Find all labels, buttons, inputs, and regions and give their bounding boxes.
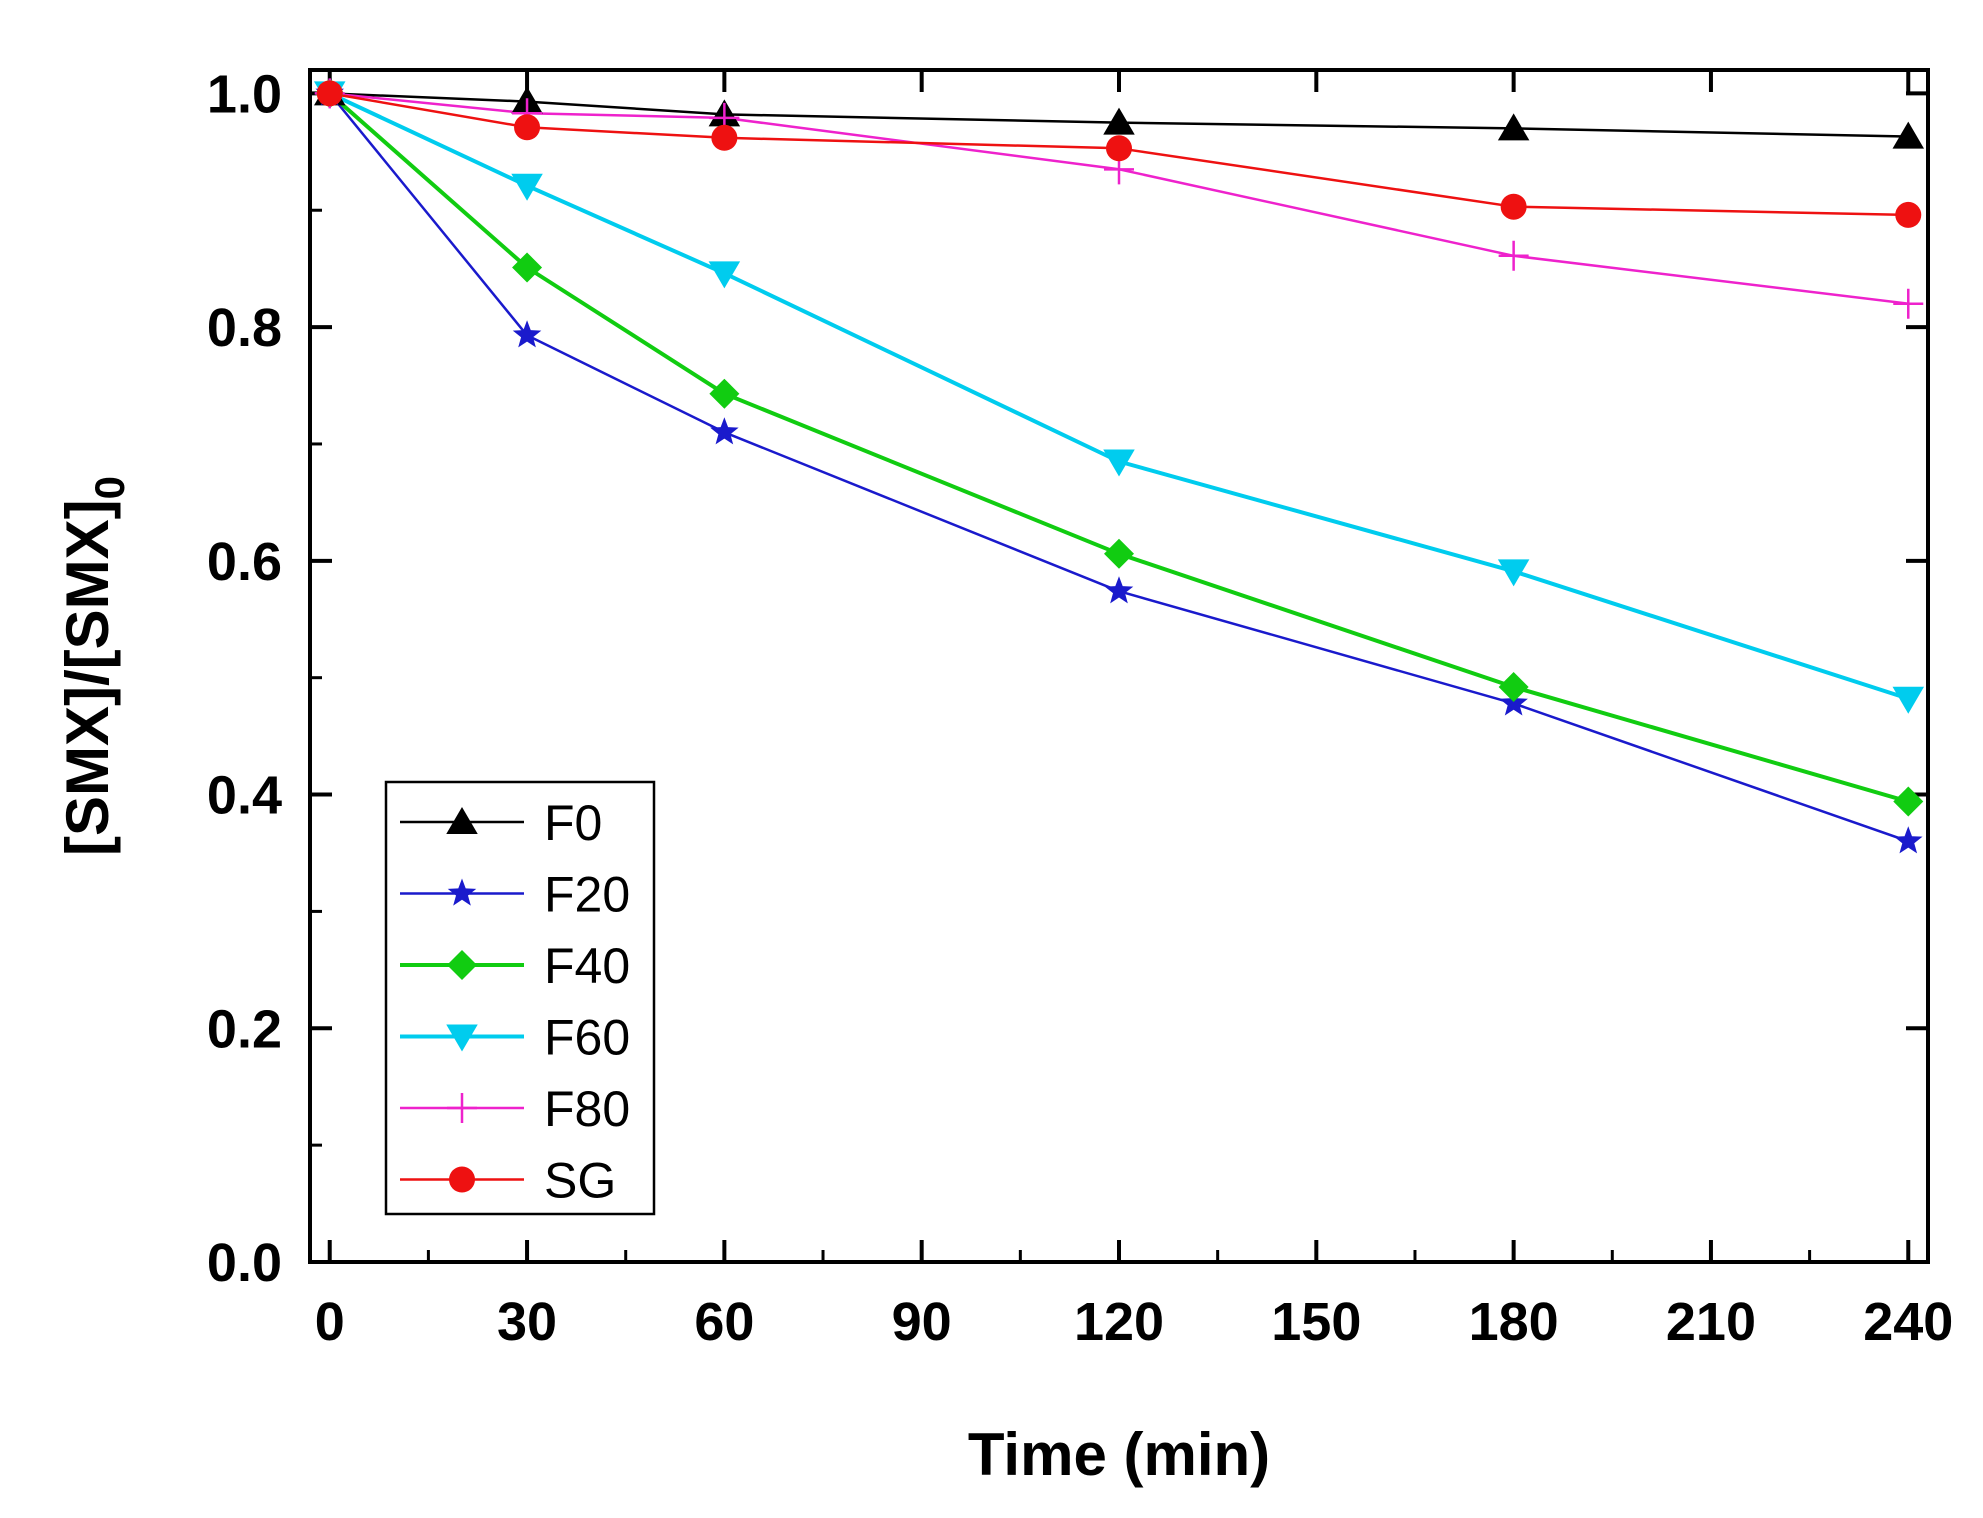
data-point-f60 <box>708 261 741 289</box>
series-lines <box>328 91 1909 843</box>
data-point-sg <box>316 80 343 107</box>
legend-marker-sg <box>449 1166 475 1193</box>
legend-label-f0: F0 <box>544 795 602 851</box>
axis-ticks <box>310 70 1928 1264</box>
legend-label-f40: F40 <box>544 938 630 994</box>
data-point-f20 <box>710 417 739 445</box>
legend-label-sg: SG <box>544 1153 616 1209</box>
data-point-f20 <box>512 320 542 348</box>
x-tick-label: 30 <box>497 1292 557 1352</box>
data-point-sg <box>1500 193 1527 220</box>
data-point-f60 <box>1892 686 1925 714</box>
x-tick-label: 60 <box>694 1292 754 1352</box>
x-tick-label: 240 <box>1863 1292 1953 1352</box>
tick-labels: 0 30 60 90 120 150 180 210 240 0.0 0.2 0.4 0.6 0.8 1.0 <box>207 64 1953 1352</box>
legend-marker-f40 <box>447 950 477 980</box>
data-point-f40 <box>1104 538 1134 569</box>
x-tick-label: 210 <box>1666 1292 1756 1352</box>
data-point-sg <box>1895 201 1922 228</box>
data-point-f0 <box>1892 121 1925 149</box>
y-tick-label: 1.0 <box>207 64 282 124</box>
series-line-sg <box>329 92 1909 217</box>
y-tick-label: 0.0 <box>207 1233 282 1293</box>
data-point-f40 <box>512 252 543 283</box>
data-point-f40 <box>1893 786 1924 817</box>
legend-label-f60: F60 <box>544 1010 630 1066</box>
legend-label-f20: F20 <box>544 867 630 923</box>
y-axis-title-subscript: 0 <box>86 476 133 499</box>
series-line-f60 <box>328 91 1909 701</box>
x-tick-label: 90 <box>892 1292 952 1352</box>
data-point-f80 <box>1893 288 1924 319</box>
y-tick-label: 0.2 <box>207 999 282 1059</box>
legend-marker-f60 <box>446 1024 478 1052</box>
x-axis-title: Time (min) <box>968 1421 1270 1488</box>
data-point-f60 <box>1103 449 1135 477</box>
data-point-sg <box>711 124 738 151</box>
data-point-f20 <box>1104 576 1134 604</box>
y-axis-title-main: [SMX]/[SMX] <box>54 499 121 856</box>
y-axis-title: [SMX]/[SMX]0 <box>54 476 133 856</box>
legend-label-f80: F80 <box>544 1081 630 1137</box>
data-point-f60 <box>511 173 543 201</box>
data-point-f80 <box>1498 240 1529 271</box>
data-point-sg <box>1106 135 1132 162</box>
legend: F0 F20 F40 F60 F80 SG <box>384 780 656 1216</box>
data-point-f60 <box>1497 559 1530 587</box>
data-point-f40 <box>709 378 740 409</box>
data-point-f40 <box>1498 672 1529 703</box>
legend-marker-f20 <box>447 878 477 906</box>
x-tick-label: 120 <box>1074 1292 1164 1352</box>
y-tick-label: 0.4 <box>207 766 282 826</box>
y-tick-label: 0.8 <box>207 298 282 358</box>
series-line-f0 <box>329 92 1909 138</box>
x-tick-label: 150 <box>1271 1292 1361 1352</box>
x-tick-label: 0 <box>315 1292 345 1352</box>
legend-marker-f80 <box>447 1093 477 1123</box>
legend-marker-f0 <box>446 807 478 834</box>
legend-box <box>384 780 656 1216</box>
series-line-f20 <box>328 92 1909 843</box>
x-tick-label: 180 <box>1469 1292 1559 1352</box>
data-point-f20 <box>1894 826 1923 854</box>
series-markers <box>313 78 1925 854</box>
data-point-sg <box>514 114 541 141</box>
plot-frame <box>308 68 1930 1264</box>
data-point-f0 <box>1103 107 1135 135</box>
series-line-f40 <box>328 91 1909 804</box>
data-point-f0 <box>1497 113 1530 141</box>
y-tick-label: 0.6 <box>207 532 282 592</box>
